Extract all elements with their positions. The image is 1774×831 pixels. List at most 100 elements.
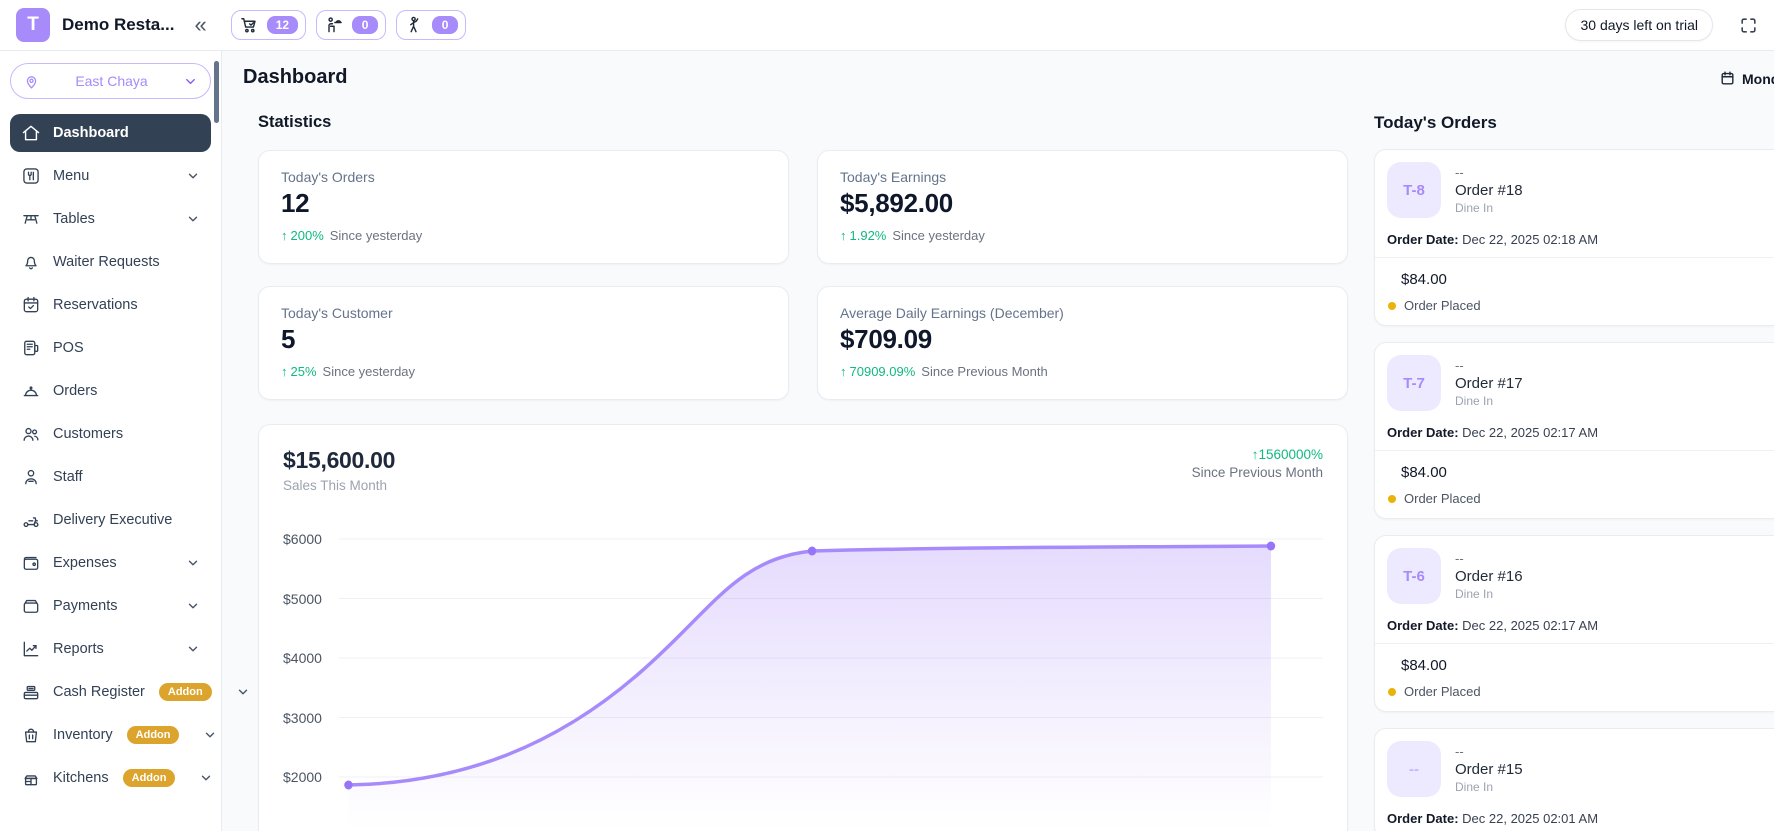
sidebar-item-kitchens[interactable]: Kitchens Addon (10, 759, 211, 797)
sidebar-item-label: Menu (53, 168, 90, 184)
table-icon (21, 209, 41, 229)
people-icon (21, 424, 41, 444)
person-greeting-icon (404, 15, 424, 35)
location-label: East Chaya (75, 73, 148, 89)
order-date-row: Order Date: Dec 22, 2025 02:18 AM (1375, 228, 1774, 258)
bell-icon (21, 252, 41, 272)
chart-y-axis: $6000 $5000 $4000 $3000 $2000 (283, 521, 339, 831)
fullscreen-button[interactable] (1739, 16, 1758, 35)
order-number: Order #18 (1455, 182, 1523, 199)
up-arrow-icon: ↑ (1251, 447, 1259, 462)
sidebar-collapse-button[interactable]: « (194, 12, 207, 37)
sidebar-item-delivery-executive[interactable]: Delivery Executive (10, 501, 211, 539)
table-badge: -- (1387, 741, 1441, 797)
stat-value: $5,892.00 (840, 188, 953, 218)
sidebar-item-payments[interactable]: Payments (10, 587, 211, 625)
order-type: Dine In (1455, 201, 1494, 215)
home-icon (21, 123, 41, 143)
table-badge: T-8 (1387, 162, 1441, 218)
order-date-row: Order Date: Dec 22, 2025 02:01 AM (1375, 807, 1774, 831)
order-type: Dine In (1455, 587, 1494, 601)
order-price: $84.00 (1401, 464, 1447, 481)
order-status: Order Placed (1375, 674, 1774, 711)
order-card[interactable]: T-6 -- Order #16 Dine In Order Date: Dec… (1374, 535, 1774, 712)
sidebar-item-customers[interactable]: Customers (10, 415, 211, 453)
sidebar-item-reports[interactable]: Reports (10, 630, 211, 668)
sidebar-item-label: Inventory (53, 727, 113, 743)
person-counter-button[interactable]: 0 (396, 10, 467, 40)
chart-change-period: Since Previous Month (1191, 465, 1323, 480)
order-status: Order Placed (1375, 481, 1774, 518)
status-dot-icon (1388, 494, 1396, 503)
sidebar-item-menu[interactable]: Menu (10, 157, 211, 195)
location-pin-icon (23, 73, 40, 90)
chevron-down-icon (186, 212, 200, 226)
person-count-badge: 0 (432, 16, 459, 34)
restaurant-name: Demo Resta... (62, 15, 175, 34)
order-card[interactable]: -- -- Order #15 Dine In Order Date: Dec … (1374, 728, 1774, 831)
billfold-icon (21, 596, 41, 616)
order-card-top: -- -- Order #15 Dine In (1375, 729, 1774, 807)
chart-change-block: ↑1560000% Since Previous Month (1192, 447, 1323, 480)
waiter-request-counter-button[interactable]: 0 (316, 10, 387, 40)
stat-change: ↑ 1.92% Since yesterday (840, 228, 985, 243)
chart-change-percent: ↑1560000% (1251, 447, 1323, 462)
stat-value: 12 (281, 188, 310, 218)
stat-card-grid: Today's Orders 12 ↑ 200% Since yesterday T… (258, 150, 1348, 400)
chart-line-icon (21, 639, 41, 659)
order-card[interactable]: T-7 -- Order #17 Dine In Order Date: Dec… (1374, 342, 1774, 519)
sidebar-scrollbar[interactable] (214, 61, 219, 123)
sidebar-nav: Dashboard Menu Tables Waiter Requests (10, 114, 247, 797)
status-dot-icon (1388, 687, 1396, 696)
sidebar-item-pos[interactable]: POS (10, 329, 211, 367)
sidebar-item-reservations[interactable]: Reservations (10, 286, 211, 324)
chevron-down-icon (199, 771, 213, 785)
order-card[interactable]: T-8 -- Order #18 Dine In Order Date: Dec… (1374, 149, 1774, 326)
trial-days-button[interactable]: 30 days left on trial (1565, 9, 1713, 41)
location-selector[interactable]: East Chaya (10, 63, 211, 99)
y-tick: $2000 (283, 769, 322, 786)
basket-icon (21, 725, 41, 745)
cloche-icon (21, 381, 41, 401)
waiter-tray-icon (324, 15, 344, 35)
sidebar-item-staff[interactable]: Staff (10, 458, 211, 496)
sidebar-item-cash-register[interactable]: Cash Register Addon (10, 673, 247, 711)
sidebar-item-orders[interactable]: Orders (10, 372, 211, 410)
order-price: $84.00 (1401, 271, 1447, 288)
stat-card-todays-orders: Today's Orders 12 ↑ 200% Since yesterday (258, 150, 789, 264)
sidebar-item-expenses[interactable]: Expenses (10, 544, 211, 582)
stat-card-todays-customer: Today's Customer 5 ↑ 25% Since yesterday (258, 286, 789, 400)
sidebar-item-waiter-requests[interactable]: Waiter Requests (10, 243, 211, 281)
calendar-icon (1719, 70, 1736, 87)
main-content: Dashboard Mond Statistics Today's Orders… (222, 51, 1774, 831)
stat-value: 5 (281, 324, 296, 354)
sidebar-item-label: Dashboard (53, 125, 129, 141)
sidebar-item-inventory[interactable]: Inventory Addon (10, 716, 215, 754)
fullscreen-icon (1739, 16, 1758, 35)
order-number: Order #16 (1455, 568, 1523, 585)
order-number: Order #15 (1455, 761, 1523, 778)
stat-label: Today's Customer (281, 305, 393, 321)
cart-counter-button[interactable]: 12 (230, 10, 307, 40)
order-date-row: Order Date: Dec 22, 2025 02:17 AM (1375, 421, 1774, 451)
chevron-down-icon (183, 74, 198, 89)
scooter-icon (21, 510, 41, 530)
cart-check-icon (239, 15, 259, 35)
order-number: Order #17 (1455, 375, 1523, 392)
waiter-request-count-badge: 0 (352, 16, 379, 34)
utensils-icon (21, 166, 41, 186)
stat-label: Today's Earnings (840, 169, 947, 185)
sidebar-item-label: Reservations (53, 297, 138, 313)
order-card-top: T-6 -- Order #16 Dine In (1375, 536, 1774, 614)
order-date-row: Order Date: Dec 22, 2025 02:17 AM (1375, 614, 1774, 644)
chart-header: $15,600.00 Sales This Month ↑1560000% Si… (283, 447, 1323, 493)
sales-subtitle: Sales This Month (283, 478, 388, 493)
up-arrow-icon: ↑ (840, 228, 847, 243)
sidebar-item-label: Kitchens (53, 770, 109, 786)
chart-plot-area (339, 521, 1323, 831)
pos-terminal-icon (21, 338, 41, 358)
sidebar-item-dashboard[interactable]: Dashboard (10, 114, 211, 152)
order-status: Order Placed (1375, 288, 1774, 325)
sidebar-item-tables[interactable]: Tables (10, 200, 211, 238)
chevron-down-icon (186, 599, 200, 613)
